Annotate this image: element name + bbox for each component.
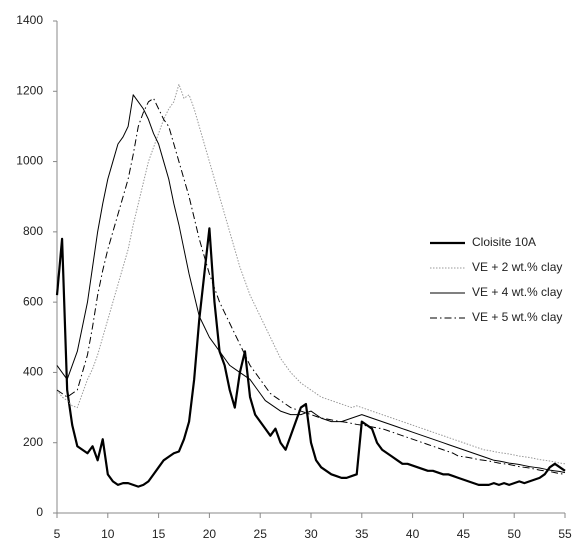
series-line <box>56 94 566 474</box>
legend-label: VE + 5 wt.% clay <box>472 310 562 324</box>
x-tick-label: 15 <box>152 527 166 541</box>
legend-label: VE + 4 wt.% clay <box>472 285 562 299</box>
series-line <box>56 97 566 475</box>
x-tick-label: 20 <box>203 527 217 541</box>
x-tick-label: 30 <box>304 527 318 541</box>
series-line <box>55 227 566 488</box>
x-tick-label: 45 <box>457 527 471 541</box>
y-tick-label: 1400 <box>16 13 43 27</box>
y-tick-label: 0 <box>36 505 43 519</box>
x-tick-label: 35 <box>355 527 369 541</box>
legend-label: VE + 2 wt.% clay <box>472 260 562 274</box>
series-line <box>56 83 566 465</box>
x-tick-label: 25 <box>254 527 268 541</box>
y-tick-label: 1200 <box>16 83 43 97</box>
x-tick-label: 10 <box>101 527 115 541</box>
x-tick-label: 50 <box>508 527 522 541</box>
y-tick-label: 600 <box>23 294 43 308</box>
y-tick-label: 200 <box>23 435 43 449</box>
x-tick-label: 55 <box>558 527 572 541</box>
x-tick-label: 40 <box>406 527 420 541</box>
x-tick-label: 5 <box>54 527 61 541</box>
legend-label: Cloisite 10A <box>472 235 536 249</box>
y-tick-label: 1000 <box>16 154 43 168</box>
y-tick-label: 400 <box>23 365 43 379</box>
y-tick-label: 800 <box>23 224 43 238</box>
